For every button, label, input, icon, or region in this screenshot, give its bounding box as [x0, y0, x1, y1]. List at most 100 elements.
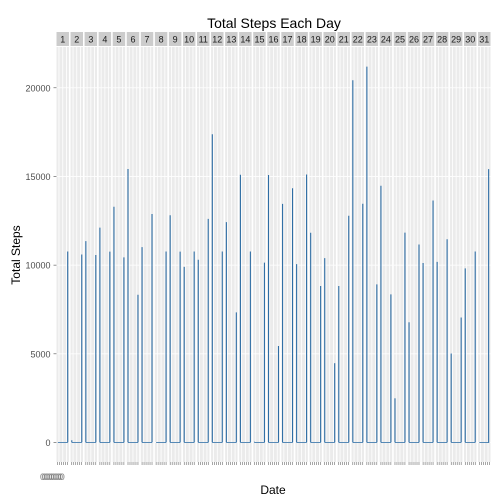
x-tick-label: 0 — [53, 472, 58, 482]
x-tick-label: 0 — [58, 472, 63, 482]
facet-panel: 1 — [56, 32, 69, 462]
facet-strip — [281, 32, 294, 46]
facet-label: 9 — [173, 35, 178, 45]
facet-label: 19 — [311, 35, 321, 45]
facet-label: 30 — [465, 35, 475, 45]
facet-label: 16 — [268, 35, 278, 45]
facet-panel: 18 — [295, 32, 308, 462]
facet-label: 4 — [102, 35, 107, 45]
x-tick-label: 0 — [40, 472, 45, 482]
facet-strip — [309, 32, 322, 46]
facet-strip — [70, 32, 84, 46]
facet-panel: 17 — [281, 32, 294, 462]
facet-strip — [84, 32, 98, 46]
facet-panel: 31 — [478, 32, 491, 462]
facet-strip — [379, 32, 393, 46]
facet-strip — [168, 32, 182, 46]
y-tick-label: 0 — [45, 438, 50, 448]
facet-strip — [267, 32, 280, 46]
y-tick-label: 15000 — [25, 172, 50, 182]
y-tick-label: 20000 — [25, 83, 50, 93]
facet-strip — [323, 32, 336, 46]
facet-strip — [337, 32, 350, 46]
facet-panel: 23 — [365, 32, 379, 462]
facet-panel: 29 — [449, 32, 463, 462]
x-tick-label: 0 — [45, 472, 50, 482]
facet-panel: 21 — [337, 32, 350, 462]
x-tick-label: 0 — [56, 472, 61, 482]
facet-label: 31 — [479, 35, 489, 45]
facet-panels: 1 2 3 4 5 6 7 8 9 10 11 12 13 14 15 16 17 18 19 20 21 22 23 24 2… — [56, 32, 491, 462]
facet-strip — [407, 32, 421, 46]
facet-panel: 6 — [126, 32, 140, 462]
facet-panel: 10 — [182, 32, 196, 462]
facet-label: 29 — [451, 35, 461, 45]
x-tick-label: 0 — [51, 472, 56, 482]
facet-panel: 11 — [197, 32, 210, 462]
facet-panel: 25 — [393, 32, 407, 462]
facet-panel: 19 — [309, 32, 322, 462]
facet-strip — [126, 32, 140, 46]
facet-label: 12 — [212, 35, 222, 45]
chart-title: Total Steps Each Day — [207, 15, 341, 31]
x-tick-label: 0 — [54, 472, 59, 482]
facet-panel: 30 — [463, 32, 477, 462]
facet-panel: 26 — [407, 32, 421, 462]
facet-panel: 27 — [421, 32, 435, 462]
facet-strip — [197, 32, 210, 46]
facet-panel: 2 — [70, 32, 84, 462]
facet-label: 5 — [116, 35, 121, 45]
facet-label: 23 — [367, 35, 377, 45]
facet-label: 8 — [159, 35, 164, 45]
x-tick-label: 0 — [44, 472, 49, 482]
x-tick-label: 0 — [42, 472, 47, 482]
facet-panel: 13 — [225, 32, 238, 462]
facet-strip — [393, 32, 407, 46]
facet-strip — [56, 32, 69, 46]
y-axis-title: Total Steps — [9, 225, 23, 284]
facet-panel: 3 — [84, 32, 98, 462]
x-tick-label: 0 — [60, 472, 65, 482]
facet-strip — [421, 32, 435, 46]
facet-label: 1 — [60, 35, 65, 45]
facet-panel: 24 — [379, 32, 393, 462]
facet-strip — [295, 32, 308, 46]
facet-label: 28 — [437, 35, 447, 45]
facet-label: 25 — [395, 35, 405, 45]
facet-strip — [98, 32, 112, 46]
facet-label: 3 — [88, 35, 93, 45]
facet-label: 27 — [423, 35, 433, 45]
facet-panel: 20 — [323, 32, 336, 462]
facet-label: 6 — [130, 35, 135, 45]
facet-label: 15 — [254, 35, 264, 45]
facet-strip — [225, 32, 238, 46]
facet-strip — [435, 32, 449, 46]
facet-strip — [253, 32, 266, 46]
facet-label: 18 — [297, 35, 307, 45]
facet-panel: 16 — [267, 32, 280, 462]
facet-strip — [239, 32, 252, 46]
facet-label: 10 — [184, 35, 194, 45]
facet-label: 20 — [325, 35, 335, 45]
facet-panel: 8 — [154, 32, 168, 462]
x-tick-label: 0 — [47, 472, 52, 482]
facet-panel: 22 — [351, 32, 365, 462]
facet-panel: 4 — [98, 32, 112, 462]
facet-panel: 7 — [140, 32, 154, 462]
facet-strip — [182, 32, 196, 46]
facet-label: 17 — [283, 35, 293, 45]
facet-panel: 5 — [112, 32, 126, 462]
facet-panel: 12 — [211, 32, 224, 462]
facet-panel: 14 — [239, 32, 252, 462]
facet-strip — [365, 32, 379, 46]
facet-strip — [351, 32, 365, 46]
facet-label: 11 — [199, 35, 208, 45]
y-tick-label: 10000 — [25, 261, 50, 271]
facet-strip — [211, 32, 224, 46]
x-axis-title: Date — [260, 483, 286, 497]
facet-label: 26 — [409, 35, 419, 45]
facet-strip — [154, 32, 168, 46]
facet-label: 21 — [339, 35, 349, 45]
